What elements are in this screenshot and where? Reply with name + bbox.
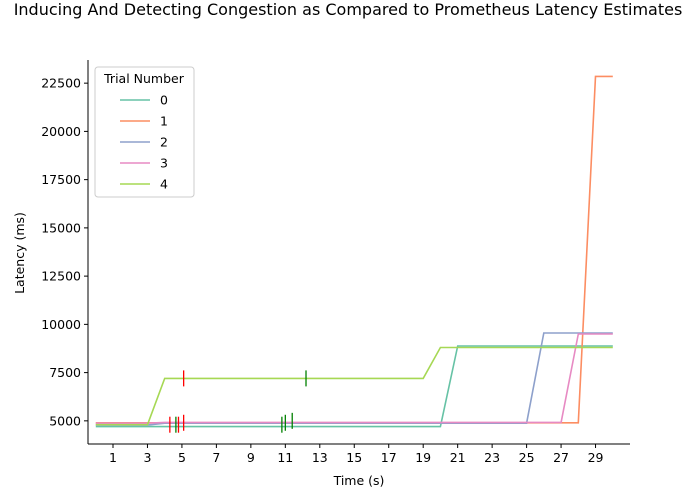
x-tick-label-5: 5 (178, 450, 186, 465)
x-ticks: 1 3 5 7 9 11 13 15 17 19 21 23 25 27 29 (109, 444, 604, 465)
x-tick-label-19: 19 (415, 450, 431, 465)
legend-label-3: 3 (160, 156, 168, 171)
y-axis-label: Latency (ms) (12, 212, 27, 294)
legend-items: 0 1 2 3 4 (120, 93, 168, 192)
y-ticks: 5000 7500 10000 12500 15000 17500 20000 22500 (41, 76, 88, 428)
x-tick-label-7: 7 (212, 450, 220, 465)
x-tick-label-27: 27 (553, 450, 569, 465)
x-tick-label-23: 23 (484, 450, 500, 465)
y-tick-label-12500: 12500 (41, 269, 81, 284)
legend-label-1: 1 (160, 114, 168, 129)
series-line-3 (95, 333, 613, 424)
legend-label-4: 4 (160, 177, 168, 192)
axes (87, 60, 630, 445)
detection-markers (169, 370, 307, 433)
chart-title: Inducing And Detecting Congestion as Com… (14, 0, 683, 19)
legend-label-0: 0 (160, 93, 168, 108)
series-line-0 (95, 345, 613, 428)
y-tick-label-15000: 15000 (41, 220, 81, 235)
x-axis-label: Time (s) (333, 473, 385, 488)
y-tick-label-10000: 10000 (41, 317, 81, 332)
y-tick-label-22500: 22500 (41, 76, 81, 91)
legend-box (94, 66, 195, 198)
x-tick-label-3: 3 (143, 450, 151, 465)
x-tick-label-21: 21 (450, 450, 466, 465)
y-tick-label-7500: 7500 (49, 365, 81, 380)
x-tick-label-17: 17 (381, 450, 397, 465)
x-tick-label-25: 25 (519, 450, 535, 465)
x-tick-label-9: 9 (247, 450, 255, 465)
plot-lines (95, 75, 613, 428)
legend: Trial Number 0 1 2 3 4 (94, 66, 195, 198)
x-tick-label-13: 13 (312, 450, 328, 465)
y-tick-label-17500: 17500 (41, 172, 81, 187)
series-line-4 (95, 346, 613, 426)
x-tick-label-1: 1 (109, 450, 117, 465)
legend-label-2: 2 (160, 135, 168, 150)
y-tick-label-20000: 20000 (41, 124, 81, 139)
x-tick-label-29: 29 (588, 450, 604, 465)
y-tick-label-5000: 5000 (49, 413, 81, 428)
x-tick-label-15: 15 (346, 450, 362, 465)
x-tick-label-11: 11 (277, 450, 293, 465)
legend-title: Trial Number (103, 71, 185, 86)
